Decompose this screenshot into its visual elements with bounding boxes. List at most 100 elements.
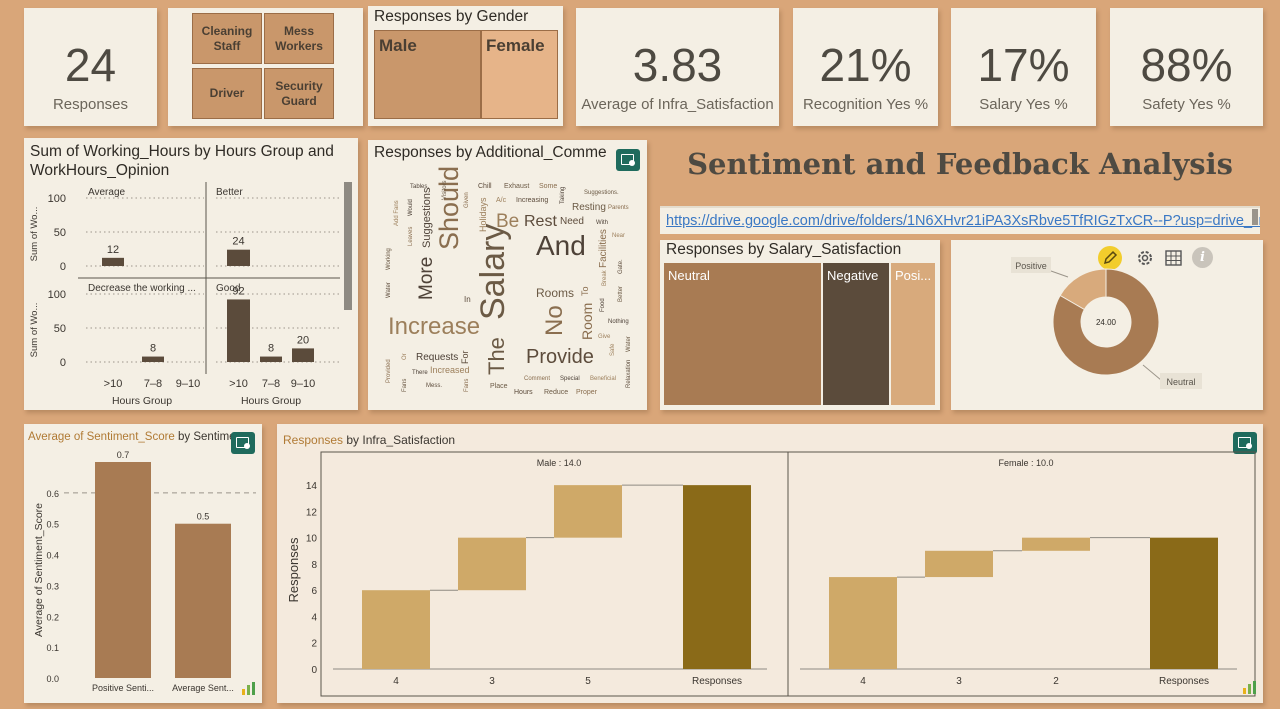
wordcloud-word: Working [386,248,392,270]
working-hours-card: Sum of Working_Hours by Hours Group and … [24,138,358,410]
donut-slice [1052,268,1160,376]
wordcloud-word: There [412,370,428,376]
salary-negative-tile[interactable]: Negative [823,263,889,405]
role-mess-workers[interactable]: Mess Workers [264,13,334,64]
link-scrollbar[interactable] [1252,209,1258,225]
bar [292,348,314,362]
wordcloud-chart: Salary Should And Increase Provide The No More B… [386,166,632,396]
wordcloud-word: Better [618,286,624,302]
wordcloud-word: Mess. [426,383,442,389]
focus-mode-icon[interactable] [231,432,255,454]
wordcloud-word: Taking [560,187,566,204]
wordcloud-word: Chill [478,183,492,190]
x-tick-label: Responses [1159,676,1209,687]
y-tick-label: 0.6 [46,489,59,499]
dashboard-title: Sentiment and Feedback Analysis [687,147,1233,181]
role-driver[interactable]: Driver [192,68,262,119]
wordcloud-word: Salary [474,224,512,320]
wordcloud-word: Nothing [608,319,629,325]
infra-waterfall-chart: 0 2 4 6 8 10 12 14 Responses Male : 14.0 4 3 5 Respon… [286,451,1256,697]
drive-link[interactable]: https://drive.google.com/drive/folders/1… [666,213,1260,229]
focus-mode-icon[interactable] [1233,432,1257,454]
salary-positive-tile[interactable]: Posi... [891,263,935,405]
drive-link-bar: https://drive.google.com/drive/folders/1… [660,206,1260,234]
wordcloud-word: Comment [524,376,550,382]
bar [227,249,250,266]
x-axis-label: Hours Group [241,395,301,407]
bar [142,356,164,362]
legend-label-bg [1011,257,1051,273]
salary-neutral-tile[interactable]: Neutral [664,263,821,405]
salary-sat-card: Responses by Salary_Satisfaction Neutral… [660,240,940,410]
wordcloud-word: Facilities [598,229,609,268]
sentiment-bar-chart: 0.0 0.1 0.2 0.3 0.4 0.5 0.6 0.7 Positive Senti..… [33,450,256,693]
wordcloud-word: Tables. [410,184,429,190]
y-tick-label: 4 [311,612,317,623]
edit-pencil-icon[interactable] [1098,246,1122,270]
y-tick-label: 8 [311,560,317,571]
kpi-infra-card: 3.83 Average of Infra_Satisfaction [576,8,779,126]
kpi-safety-value: 88% [1140,39,1233,91]
info-icon[interactable]: i [1192,247,1213,268]
wordcloud-word: In [464,295,471,304]
gender-male-tile[interactable]: Male [374,30,481,119]
kpi-infra-value: 3.83 [632,39,723,91]
gear-icon[interactable] [1135,248,1155,268]
sentiment-title: Average of Sentiment_Score by Sentimen [28,431,242,443]
y-tick-label: 0.0 [46,674,59,684]
data-label: 8 [268,343,274,355]
y-tick-label: 0.1 [46,643,59,653]
gender-female-label: Female [486,36,545,55]
x-tick-label: 5 [585,676,591,687]
waterfall-bar [1022,537,1090,551]
wordcloud-word: For [460,350,470,364]
panel-title: Better [216,187,243,198]
data-label: 0.7 [117,450,130,460]
wordcloud-word: Given [464,192,470,208]
y-tick-label: 12 [306,507,318,518]
y-tick-label: 0.3 [46,581,59,591]
wordcloud-word: Resting [572,202,606,213]
wordcloud-word: No [541,305,568,336]
working-hours-title: Sum of Working_Hours by Hours Group and … [30,143,334,179]
salary-neutral-label: Neutral [668,268,710,283]
gender-female-tile[interactable]: Female [481,30,558,119]
focus-mode-icon[interactable] [616,149,640,171]
role-security-guard[interactable]: Security Guard [264,68,334,119]
slice-label: Positive [1015,261,1047,271]
wordcloud-word: Suggestions [421,187,433,248]
wordcloud-word: Increasing [516,197,548,204]
data-label: 92 [232,285,244,297]
leader-line [1050,270,1069,278]
wordcloud-title: Responses by Additional_Comme [374,144,607,161]
wordcloud-word: Gate. [618,259,624,274]
wordcloud-word: Rest [524,213,557,230]
scrollbar-thumb [344,182,352,310]
bar [227,299,250,362]
infra-title-measure: Responses [283,433,344,447]
y-axis-label: Responses [286,537,301,603]
y-axis-label: Sum of Wo... [29,303,40,358]
x-tick-label: 3 [956,676,962,687]
y-tick-label: 0.4 [46,551,59,561]
wordcloud-word: Need [560,216,584,227]
y-tick-label: 0 [60,357,66,369]
kpi-recognition-value: 21% [819,39,912,91]
waterfall-bar [1150,537,1218,669]
kpi-salary-card: 17% Salary Yes % [951,8,1096,126]
role-cleaning-staff[interactable]: Cleaning Staff [192,13,262,64]
donut-center-label: 24.00 [1096,318,1117,327]
waterfall-bar [362,590,430,669]
sentiment-card: Average of Sentiment_Score by Sentimen 0… [24,424,262,703]
x-tick-label: 9–10 [291,378,315,390]
wordcloud-word: Water [626,336,632,352]
wordcloud-word: Food [600,298,606,312]
table-grid-icon[interactable] [1164,248,1184,268]
y-tick-label: 0.5 [46,520,59,530]
wordcloud-word: Place [490,383,508,390]
y-tick-label: 0 [60,261,66,273]
kpi-infra-label: Average of Infra_Satisfaction [581,96,774,113]
wordcloud-word: Add Fans [394,200,400,226]
x-tick-label: Average Sent... [172,683,234,693]
donut-card: i 24.00 Positive Neutral [951,240,1263,410]
